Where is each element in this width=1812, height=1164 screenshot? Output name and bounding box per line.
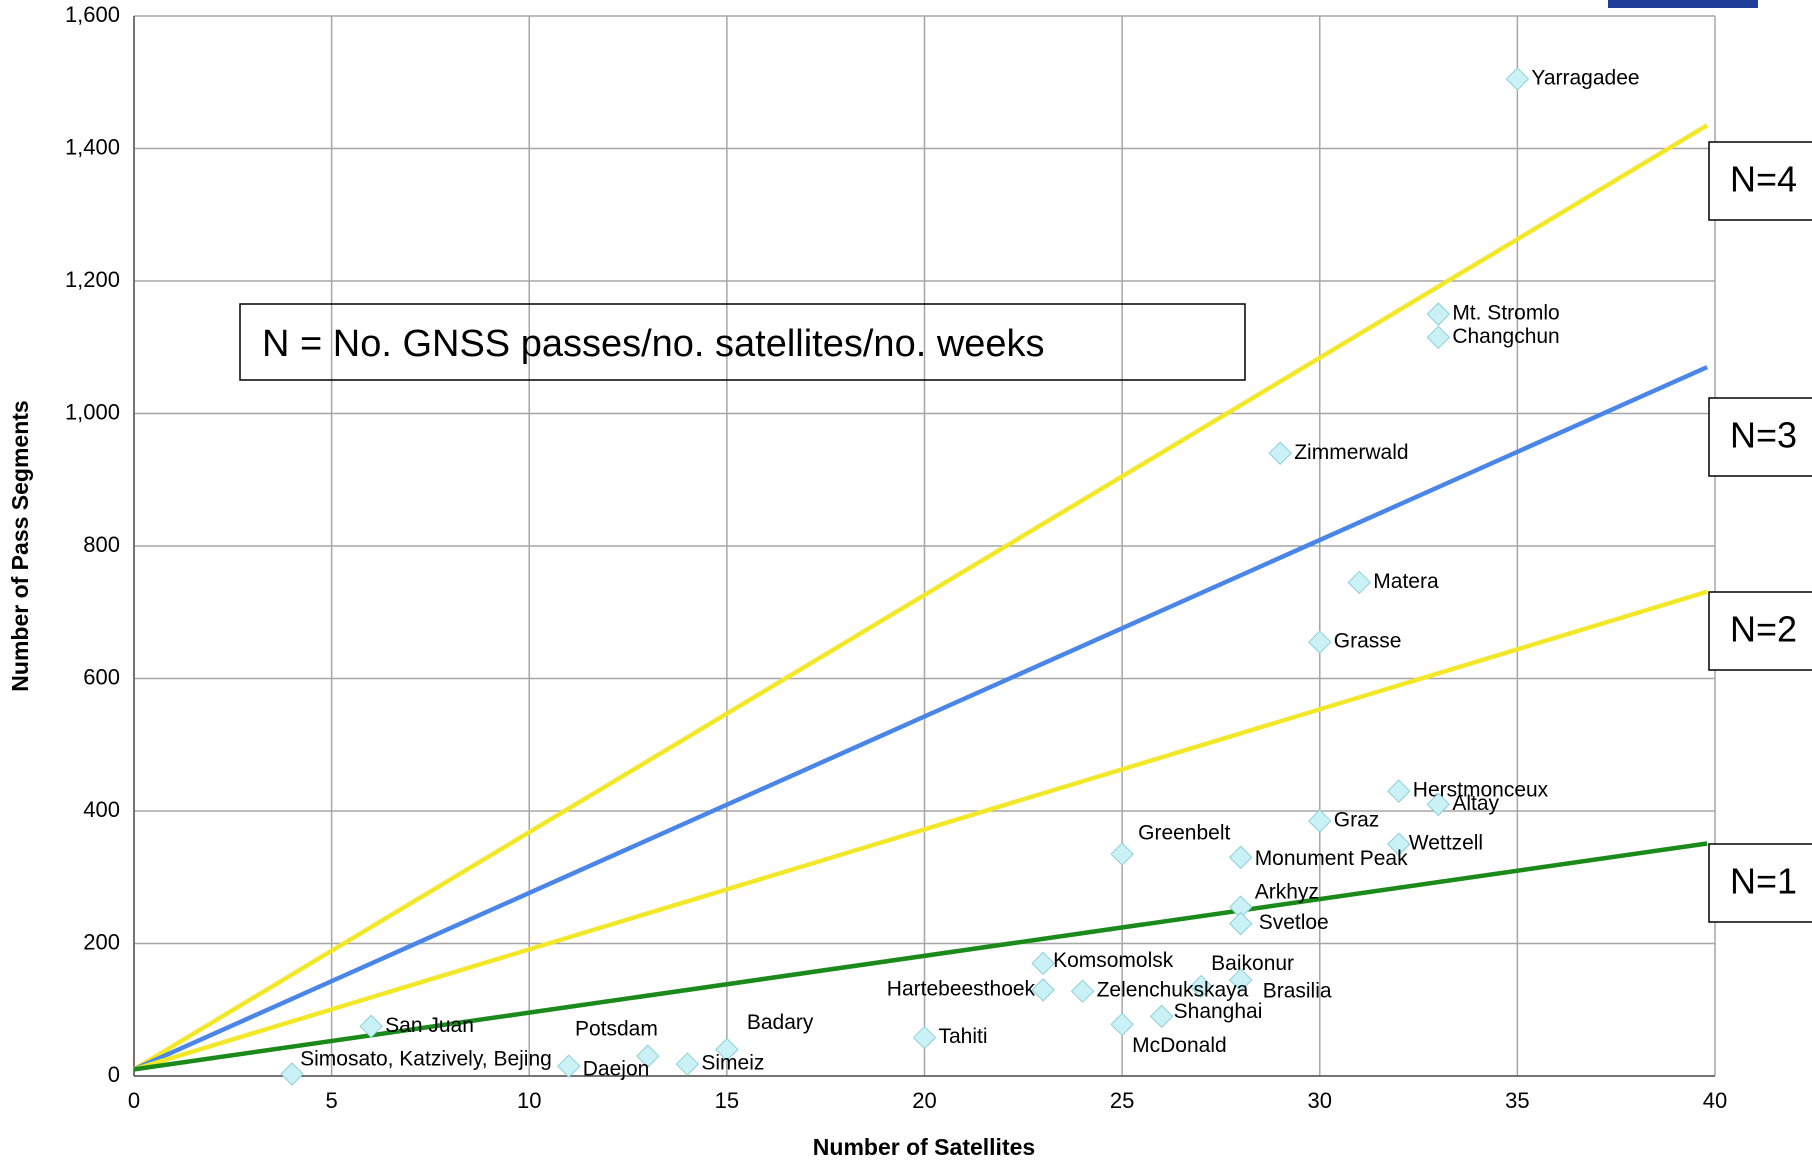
- point-label: McDonald: [1132, 1034, 1227, 1057]
- annotation: N = No. GNSS passes/no. satellites/no. w…: [262, 323, 1045, 365]
- data-point: [1426, 325, 1451, 350]
- data-point: [1228, 911, 1253, 936]
- point-label: Simeiz: [701, 1052, 764, 1075]
- y-tick-label: 400: [83, 797, 120, 822]
- x-tick-label: 30: [1308, 1088, 1332, 1113]
- series-line: [133, 365, 1709, 1072]
- y-tick-label: 200: [83, 929, 120, 954]
- line-label: N=2: [1730, 609, 1797, 650]
- point-label: Matera: [1373, 570, 1439, 593]
- point-label: Simosato, Katzively, Bejing: [300, 1048, 552, 1071]
- x-tick-label: 15: [715, 1088, 739, 1113]
- line-label: N=3: [1730, 415, 1797, 456]
- y-tick-label: 800: [83, 532, 120, 557]
- x-tick-label: 20: [912, 1088, 936, 1113]
- x-tick-label: 40: [1703, 1088, 1727, 1113]
- point-label: Wettzell: [1409, 832, 1483, 855]
- point-label: Mt. Stromlo: [1452, 302, 1559, 325]
- point-label: Altay: [1452, 792, 1499, 815]
- data-point: [1110, 1012, 1134, 1037]
- data-point: [1505, 67, 1530, 91]
- data-point: [1189, 974, 1213, 999]
- y-tick-label: 1,000: [65, 399, 120, 424]
- line-label: N=4: [1730, 159, 1797, 200]
- data-point: [280, 1062, 304, 1086]
- data-point: [1228, 968, 1253, 992]
- point-label: Badary: [747, 1011, 814, 1034]
- data-point: [912, 1025, 937, 1050]
- line-label-box: [1708, 141, 1812, 221]
- data-point: [1308, 630, 1332, 654]
- data-point: [1228, 845, 1253, 870]
- x-axis-title: Number of Satellites: [813, 1134, 1035, 1160]
- y-axis-title: Number of Pass Segments: [7, 400, 33, 691]
- point-label: Herstmonceux: [1413, 779, 1549, 802]
- data-point: [715, 1037, 739, 1062]
- annotation-box: [239, 303, 1246, 381]
- point-label: Greenbelt: [1138, 822, 1230, 845]
- point-label: Shanghai: [1174, 1000, 1263, 1023]
- series-line: [133, 841, 1708, 1072]
- x-tick-label: 25: [1110, 1088, 1134, 1113]
- point-label: Changchun: [1452, 325, 1559, 348]
- y-tick-label: 1,400: [65, 134, 120, 159]
- series-line: [133, 589, 1708, 1072]
- series-line: [132, 123, 1709, 1072]
- line-label-box: [1708, 591, 1812, 671]
- data-point: [675, 1052, 700, 1076]
- data-point: [359, 1014, 383, 1039]
- point-label: Potsdam: [575, 1018, 658, 1041]
- point-label: Baikonur: [1211, 952, 1294, 975]
- y-tick-label: 1,600: [65, 2, 120, 27]
- x-tick-label: 10: [517, 1088, 541, 1113]
- data-point: [1149, 1004, 1174, 1029]
- point-label: Monument Peak: [1255, 847, 1408, 870]
- data-point: [557, 1054, 581, 1078]
- data-point: [1426, 792, 1451, 817]
- data-point: [1268, 441, 1292, 465]
- data-point: [1110, 842, 1134, 866]
- line-label: N=1: [1730, 861, 1797, 902]
- point-label: Svetloe: [1259, 911, 1329, 934]
- point-label: Graz: [1334, 808, 1380, 831]
- data-point: [1308, 809, 1332, 833]
- point-label: Daejon: [583, 1058, 650, 1081]
- data-point: [1031, 978, 1055, 1002]
- point-label: San Juan: [385, 1014, 474, 1037]
- point-label: Komsomolsk: [1053, 949, 1174, 972]
- point-label: Hartebeesthoek: [887, 977, 1036, 1000]
- point-label: Arkhyz: [1255, 881, 1319, 904]
- data-point: [1347, 570, 1371, 595]
- data-point: [1426, 302, 1451, 326]
- y-tick-label: 1,200: [65, 267, 120, 292]
- x-tick-label: 35: [1505, 1088, 1529, 1113]
- data-point: [636, 1044, 660, 1068]
- y-tick-label: 600: [83, 664, 120, 689]
- point-label: Brasilia: [1263, 979, 1332, 1002]
- x-tick-label: 5: [326, 1088, 338, 1113]
- point-label: Grasse: [1334, 630, 1402, 653]
- data-point: [1387, 832, 1411, 856]
- line-label-box: [1708, 397, 1812, 477]
- data-point: [1387, 779, 1411, 803]
- x-tick-label: 0: [128, 1088, 140, 1113]
- point-label: Zimmerwald: [1294, 441, 1408, 464]
- point-label: Tahiti: [939, 1025, 988, 1048]
- data-point: [1031, 951, 1055, 976]
- logo: [1608, 0, 1758, 8]
- line-label-box: [1708, 843, 1812, 923]
- data-point: [1070, 979, 1095, 1003]
- point-label: Zelenchukskaya: [1097, 979, 1249, 1002]
- point-label: Yarragadee: [1531, 66, 1639, 89]
- y-tick-label: 0: [108, 1062, 120, 1087]
